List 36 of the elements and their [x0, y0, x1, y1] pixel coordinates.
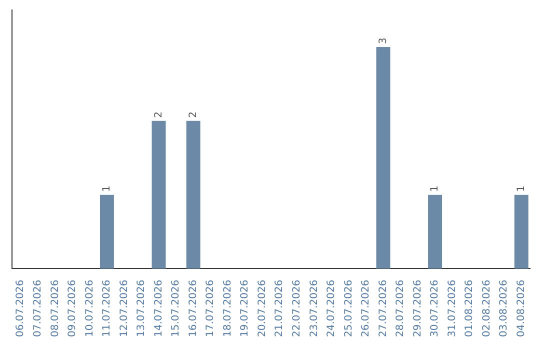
x-tick-label: 16.07.2026	[188, 280, 199, 338]
x-tick-label: 20.07.2026	[256, 280, 268, 338]
x-tick-label: 19.07.2026	[240, 280, 251, 338]
data-label: 1	[102, 185, 113, 192]
x-tick-label: 23.07.2026	[308, 280, 320, 338]
x-tick-label: 11.07.2026	[102, 280, 113, 338]
x-tick-label: 27.07.2026	[378, 280, 389, 338]
x-tick-label: 28.07.2026	[395, 280, 406, 338]
x-tick-label: 13.07.2026	[136, 280, 148, 338]
x-tick-label: 25.07.2026	[343, 280, 354, 338]
x-tick-label: 26.07.2026	[360, 280, 372, 338]
data-label: 2	[153, 112, 164, 118]
data-label: 1	[516, 185, 527, 192]
x-tick-label: 22.07.2026	[291, 280, 302, 338]
x-tick-label: 29.07.2026	[412, 280, 424, 338]
data-label: 1	[430, 185, 441, 192]
x-tick-label: 12.07.2026	[118, 280, 130, 338]
x-tick-label: 01.08.2026	[464, 280, 476, 338]
x-tick-label: 03.08.2026	[498, 280, 510, 338]
x-tick-label: 10.07.2026	[84, 280, 96, 338]
x-tick-label: 30.07.2026	[430, 280, 441, 338]
x-tick-label: 18.07.2026	[222, 280, 234, 338]
x-tick-label: 07.07.2026	[32, 280, 44, 338]
x-tick-label: 17.07.2026	[205, 280, 216, 338]
data-label: 2	[188, 112, 199, 118]
x-tick-label: 31.07.2026	[446, 280, 458, 338]
x-tick-label: 06.07.2026	[15, 280, 26, 338]
x-tick-label: 09.07.2026	[67, 280, 78, 338]
x-tick-label: 04.08.2026	[516, 280, 527, 338]
x-tick-label: 24.07.2026	[326, 280, 338, 338]
x-tick-label: 08.07.2026	[50, 280, 61, 338]
x-tick-label: 14.07.2026	[153, 280, 164, 338]
x-tick-label: 15.07.2026	[170, 280, 182, 338]
data-label: 3	[378, 38, 389, 44]
x-tick-label: 02.08.2026	[481, 280, 492, 338]
x-tick-label: 21.07.2026	[274, 280, 286, 338]
